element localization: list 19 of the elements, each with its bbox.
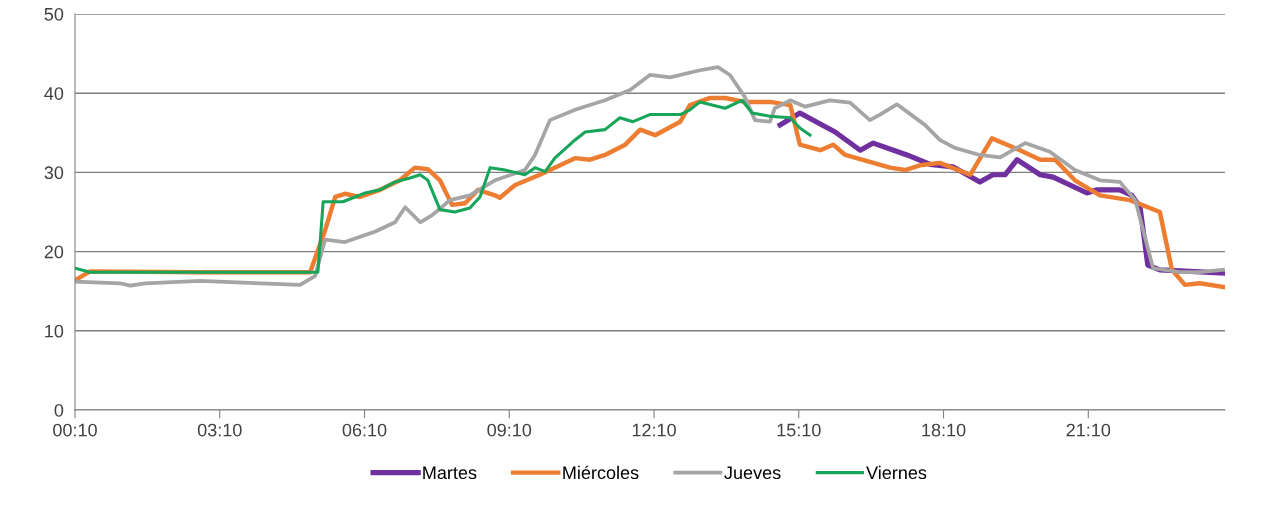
y-tick-label: 20	[44, 245, 64, 259]
x-tick-label: 21:10	[1066, 423, 1111, 437]
y-tick-label: 40	[44, 87, 64, 100]
x-tick-label: 00:10	[53, 423, 97, 437]
y-tick-label: 50	[44, 7, 64, 21]
legend-label: Jueves	[724, 466, 781, 480]
x-tick-label: 09:10	[487, 423, 532, 437]
x-tick-label: 15:10	[777, 423, 821, 437]
x-tick-label: 18:10	[922, 423, 966, 437]
y-tick-label: 10	[45, 324, 64, 338]
x-tick-label: 06:10	[342, 423, 387, 437]
line-series	[75, 98, 812, 274]
legend-label: Martes	[423, 466, 477, 480]
legend-label: Viernes	[866, 465, 927, 480]
x-tick-label: 03:10	[197, 423, 242, 437]
x-tick-label: 12:10	[632, 423, 676, 437]
y-tick-label: 30	[44, 166, 64, 180]
y-tick-label: 0	[54, 403, 64, 417]
legend-label: Miércoles	[563, 465, 639, 480]
